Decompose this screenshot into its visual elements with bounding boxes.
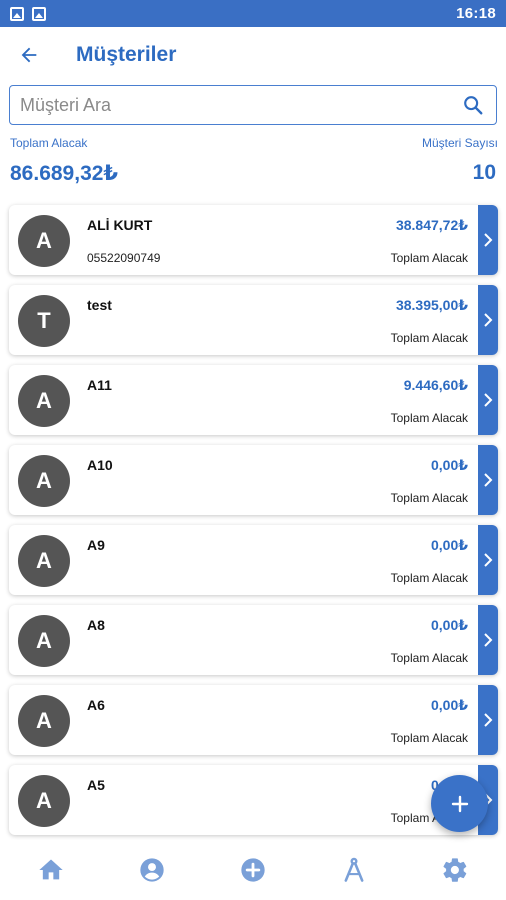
total-receivable-value: 86.689,32₺ xyxy=(10,162,119,185)
customer-name: A6 xyxy=(87,697,105,713)
status-bar: 16:18 xyxy=(0,0,506,27)
summary-labels: Toplam Alacak Müşteri Sayısı xyxy=(10,136,498,150)
customer-detail-button[interactable] xyxy=(478,685,498,755)
chevron-right-icon xyxy=(484,633,493,647)
search-button[interactable] xyxy=(460,92,486,118)
page-title: Müşteriler xyxy=(76,43,177,66)
customer-card[interactable]: A A11 9.446,60₺ Toplam Alacak xyxy=(9,365,498,435)
customer-card[interactable]: T test 38.395,00₺ Toplam Alacak xyxy=(9,285,498,355)
avatar: A xyxy=(18,215,70,267)
customer-amount-label: Toplam Alacak xyxy=(390,251,468,265)
status-icons xyxy=(10,6,46,21)
account-icon xyxy=(140,858,164,882)
customer-name: A8 xyxy=(87,617,105,633)
compass-icon xyxy=(344,857,364,882)
customer-amount-label: Toplam Alacak xyxy=(390,731,468,745)
summary-values: 86.689,32₺ 10 xyxy=(10,161,496,186)
search-input[interactable] xyxy=(20,94,460,116)
home-icon xyxy=(38,859,63,880)
customer-detail-button[interactable] xyxy=(478,525,498,595)
back-button[interactable] xyxy=(0,27,58,83)
customer-amount: 0,00₺ xyxy=(431,617,468,633)
avatar: A xyxy=(18,775,70,827)
customer-name: test xyxy=(87,297,112,313)
nav-compass[interactable] xyxy=(324,840,384,900)
customer-name: A5 xyxy=(87,777,105,793)
plus-icon xyxy=(451,795,468,812)
customer-card[interactable]: A A8 0,00₺ Toplam Alacak xyxy=(9,605,498,675)
arrow-left-icon xyxy=(21,47,37,63)
avatar: A xyxy=(18,375,70,427)
avatar: A xyxy=(18,455,70,507)
customer-count-value: 10 xyxy=(472,161,496,184)
customer-amount-label: Toplam Alacak xyxy=(390,331,468,345)
avatar: T xyxy=(18,295,70,347)
chevron-right-icon xyxy=(484,713,493,727)
app-bar: Müşteriler xyxy=(0,27,506,83)
customer-amount: 0,00₺ xyxy=(431,697,468,713)
image-icon xyxy=(10,6,24,21)
avatar: A xyxy=(18,535,70,587)
nav-settings[interactable] xyxy=(425,840,485,900)
customer-count-label: Müşteri Sayısı xyxy=(421,136,498,150)
chevron-right-icon xyxy=(484,393,493,407)
customer-name: A11 xyxy=(87,377,112,393)
search-box[interactable] xyxy=(9,85,497,125)
customer-name: ALİ KURT xyxy=(87,217,153,233)
add-circle-icon xyxy=(241,858,265,882)
customer-card[interactable]: A A9 0,00₺ Toplam Alacak xyxy=(9,525,498,595)
avatar: A xyxy=(18,695,70,747)
total-receivable-label: Toplam Alacak xyxy=(10,136,88,150)
customer-phone: 05522090749 xyxy=(87,251,161,265)
customer-card[interactable]: A A5 0,00₺ Toplam Alacak xyxy=(9,765,498,835)
chevron-right-icon xyxy=(484,473,493,487)
avatar: A xyxy=(18,615,70,667)
chevron-right-icon xyxy=(484,553,493,567)
nav-home[interactable] xyxy=(21,840,81,900)
customer-name: A9 xyxy=(87,537,105,553)
customer-amount: 9.446,60₺ xyxy=(403,377,468,393)
customer-amount: 38.395,00₺ xyxy=(395,297,468,313)
customer-detail-button[interactable] xyxy=(478,365,498,435)
bottom-nav xyxy=(0,840,506,900)
chevron-right-icon xyxy=(484,313,493,327)
status-time: 16:18 xyxy=(456,5,496,22)
customer-amount: 0,00₺ xyxy=(431,537,468,553)
chevron-right-icon xyxy=(484,233,493,247)
customer-amount: 38.847,72₺ xyxy=(395,217,468,233)
customer-amount-label: Toplam Alacak xyxy=(390,571,468,585)
settings-icon xyxy=(443,858,467,882)
customer-name: A10 xyxy=(87,457,113,473)
customer-card[interactable]: A A6 0,00₺ Toplam Alacak xyxy=(9,685,498,755)
customer-detail-button[interactable] xyxy=(478,445,498,515)
customer-amount-label: Toplam Alacak xyxy=(390,651,468,665)
search-icon xyxy=(464,96,483,115)
customer-amount: 0,00₺ xyxy=(431,457,468,473)
customer-detail-button[interactable] xyxy=(478,285,498,355)
customer-amount-label: Toplam Alacak xyxy=(390,491,468,505)
customer-detail-button[interactable] xyxy=(478,205,498,275)
customer-detail-button[interactable] xyxy=(478,605,498,675)
image-icon xyxy=(32,6,46,21)
customer-card[interactable]: A ALİ KURT 05522090749 38.847,72₺ Toplam… xyxy=(9,205,498,275)
nav-add[interactable] xyxy=(223,840,283,900)
customer-card[interactable]: A A10 0,00₺ Toplam Alacak xyxy=(9,445,498,515)
nav-account[interactable] xyxy=(122,840,182,900)
customer-amount-label: Toplam Alacak xyxy=(390,411,468,425)
add-customer-button[interactable] xyxy=(431,775,488,832)
